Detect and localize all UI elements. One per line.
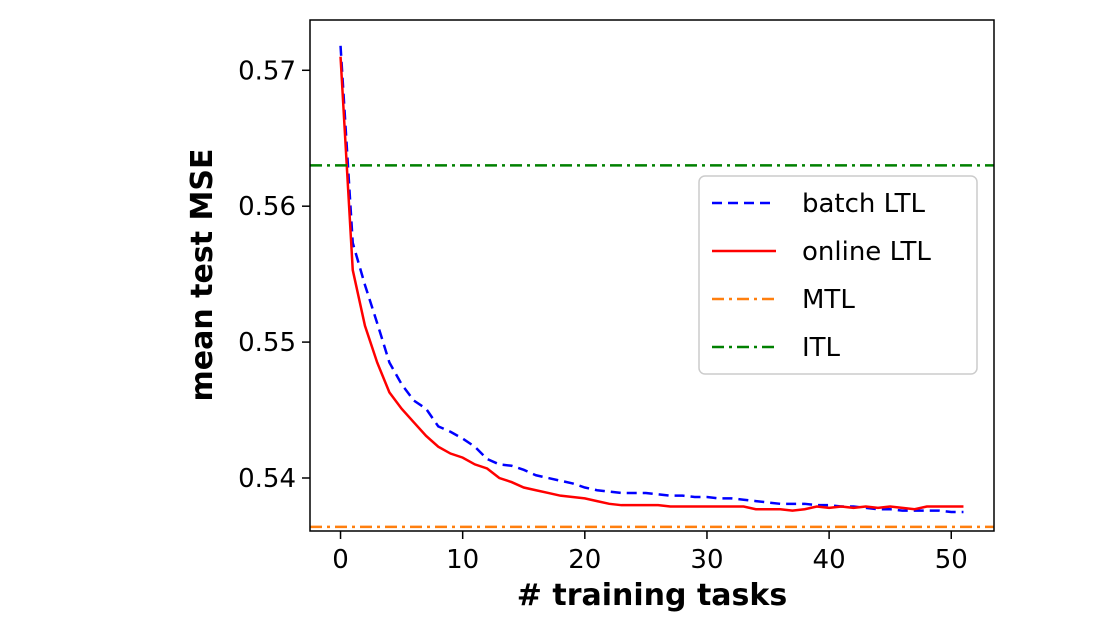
x-tick-label: 10 xyxy=(446,545,479,575)
legend-label: MTL xyxy=(802,285,855,315)
x-axis-label: # training tasks xyxy=(517,578,787,613)
legend-entries: batch LTL online LTL MTL ITL xyxy=(712,189,931,363)
legend-box xyxy=(698,175,978,375)
x-tick-label: 0 xyxy=(332,545,349,575)
x-tick-label: 30 xyxy=(690,545,723,575)
y-tick-label: 0.54 xyxy=(238,464,296,494)
x-tick-label: 20 xyxy=(568,545,601,575)
y-tick-label: 0.56 xyxy=(238,192,296,222)
y-axis-label: mean test MSE xyxy=(185,149,220,402)
series-layer xyxy=(310,45,994,529)
series-line-2 xyxy=(339,56,964,512)
legend-label: batch LTL xyxy=(802,189,925,219)
x-axis-ticks: 0 10 20 30 40 50 xyxy=(332,531,968,575)
plot-frame xyxy=(309,19,995,532)
y-tick-label: 0.57 xyxy=(238,56,296,86)
y-axis-ticks: 0.54 0.55 0.56 0.57 xyxy=(238,56,310,494)
x-tick-label: 40 xyxy=(813,545,846,575)
x-tick-label: 50 xyxy=(935,545,968,575)
y-tick-label: 0.55 xyxy=(238,328,296,358)
legend-label: online LTL xyxy=(802,237,931,267)
legend: batch LTL online LTL MTL ITL xyxy=(698,175,978,375)
legend-label: ITL xyxy=(802,333,841,363)
